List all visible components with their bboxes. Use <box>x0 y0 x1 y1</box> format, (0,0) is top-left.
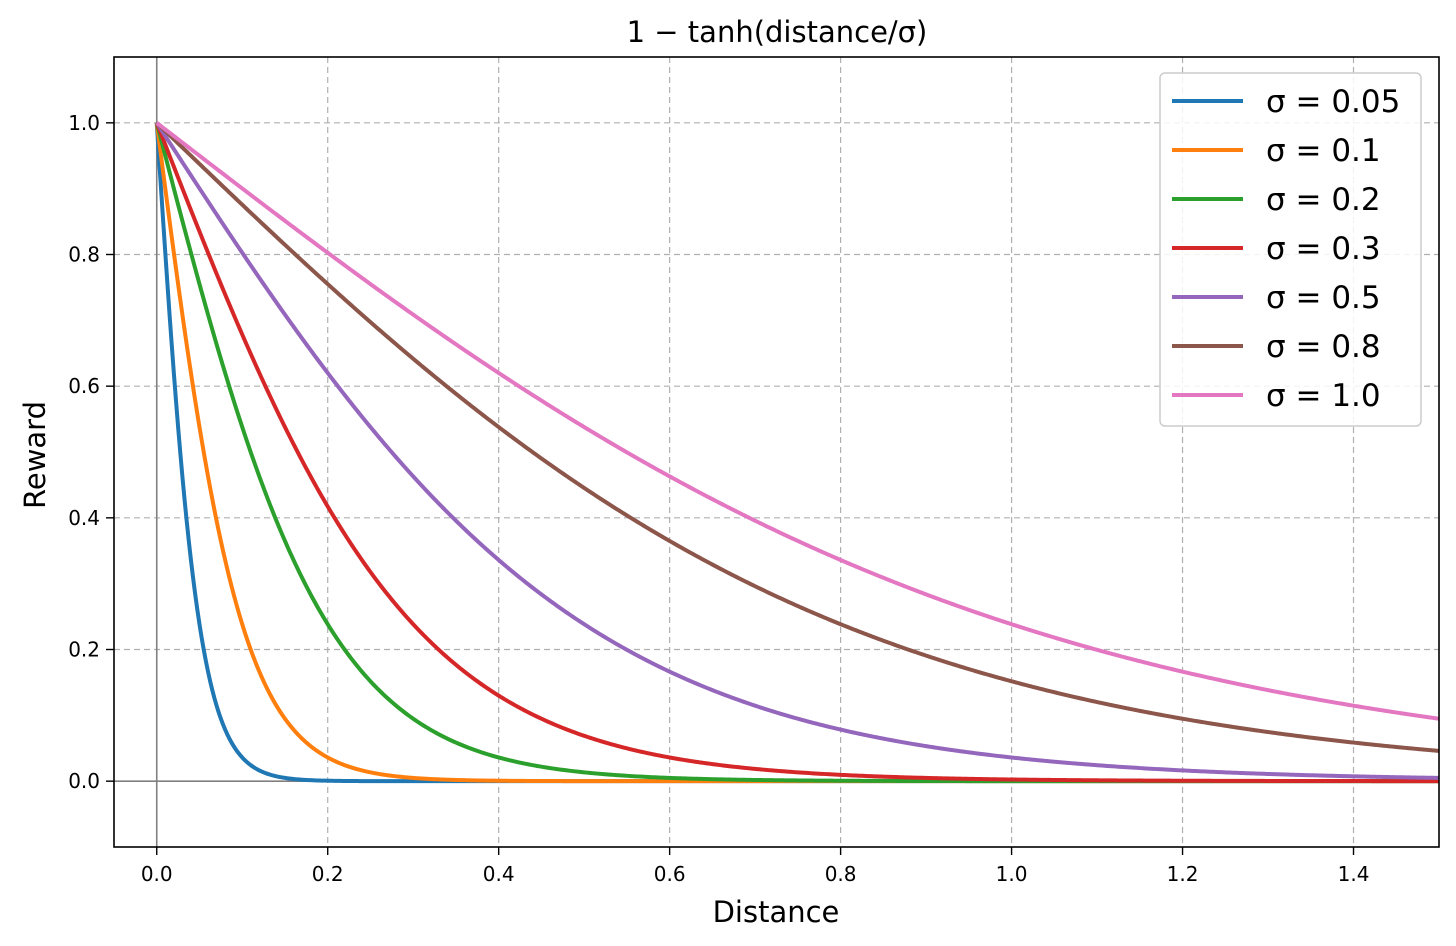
y-axis-label: Reward <box>18 401 52 509</box>
legend-label: σ = 0.05 <box>1266 84 1400 120</box>
x-axis-label: Distance <box>713 895 840 929</box>
legend-label: σ = 0.8 <box>1266 329 1381 365</box>
x-tick-label: 1.0 <box>996 862 1028 886</box>
y-tick-label: 0.4 <box>68 506 100 530</box>
legend: σ = 0.05 σ = 0.1 σ = 0.2 σ = 0.3 σ = 0.5 σ = … <box>1159 72 1422 427</box>
y-tick-label: 0.6 <box>68 374 100 398</box>
legend-label: σ = 0.3 <box>1266 231 1381 267</box>
series-line <box>155 121 1440 721</box>
x-tick-label: 0.2 <box>312 862 344 886</box>
series-line <box>155 121 1440 780</box>
axis-ticks: 0.0 0.2 0.4 0.6 0.8 1.0 1.2 1.4 0.0 0.2 0.4 0.6 0.8 1… <box>68 111 1369 886</box>
chart-title: 1 − tanh(distance/σ) <box>627 15 928 49</box>
x-tick-label: 1.2 <box>1167 862 1199 886</box>
legend-label: σ = 0.1 <box>1266 133 1381 169</box>
x-tick-label: 0.4 <box>483 862 515 886</box>
series-line <box>155 121 1440 753</box>
x-tick-label: 0.6 <box>654 862 686 886</box>
plot-frame <box>113 56 1440 848</box>
y-tick-label: 0.2 <box>68 638 100 662</box>
legend-label: σ = 0.2 <box>1266 182 1381 218</box>
x-tick-label: 1.4 <box>1338 862 1370 886</box>
y-tick-label: 0.8 <box>68 243 100 267</box>
x-tick-label: 0.0 <box>141 862 173 886</box>
x-tick-label: 0.8 <box>825 862 857 886</box>
y-tick-label: 1.0 <box>68 111 100 135</box>
legend-box <box>1159 72 1422 427</box>
series-lines <box>154 121 1440 784</box>
legend-label: σ = 0.5 <box>1266 280 1381 316</box>
series-line <box>154 122 1439 784</box>
y-tick-label: 0.0 <box>68 769 100 793</box>
legend-label: σ = 1.0 <box>1266 378 1381 414</box>
